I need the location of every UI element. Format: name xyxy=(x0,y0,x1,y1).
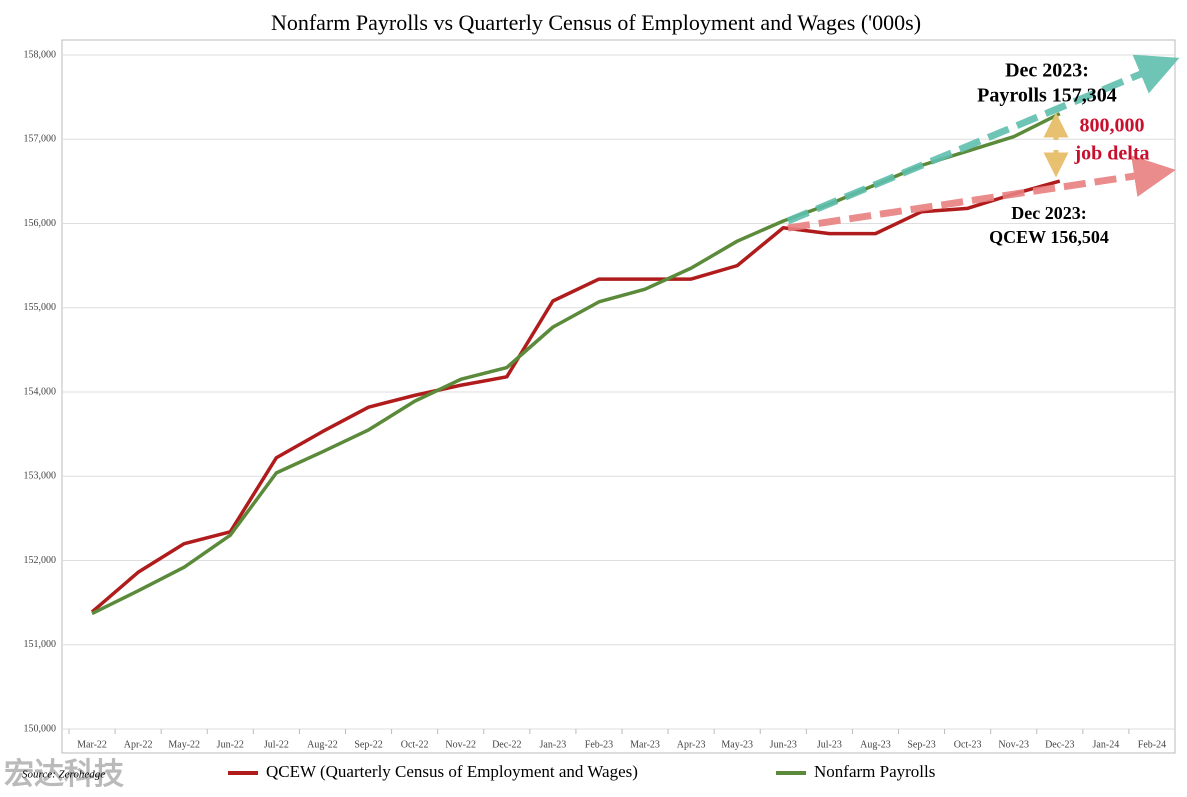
x-tick-label: Feb-24 xyxy=(1138,739,1166,750)
y-tick-label: 156,000 xyxy=(24,218,57,229)
y-tick-label: 155,000 xyxy=(24,302,57,313)
series-line xyxy=(91,112,1061,616)
y-tick-label: 153,000 xyxy=(24,471,57,482)
x-tick-label: Sep-22 xyxy=(354,739,382,750)
x-tick-label: Mar-22 xyxy=(77,739,107,750)
annotation: Dec 2023: xyxy=(1005,60,1089,82)
x-tick-label: Dec-22 xyxy=(492,739,521,750)
x-tick-label: Aug-23 xyxy=(860,739,891,750)
qcew-trend-arrow xyxy=(787,155,1176,232)
y-tick-label: 157,000 xyxy=(24,134,57,145)
x-tick-label: Jul-23 xyxy=(817,739,842,750)
annotation: Payrolls 157,304 xyxy=(977,85,1117,107)
x-tick-label: Feb-23 xyxy=(585,739,613,750)
x-tick-label: Mar-23 xyxy=(630,739,660,750)
y-tick-label: 151,000 xyxy=(24,639,57,650)
x-tick-label: Jun-22 xyxy=(217,739,244,750)
series-line xyxy=(90,179,1061,614)
y-tick-label: 150,000 xyxy=(24,723,57,734)
x-tick-label: Aug-22 xyxy=(307,739,338,750)
x-tick-label: Apr-23 xyxy=(677,739,706,750)
plot-frame xyxy=(61,39,1176,754)
chart-title: Nonfarm Payrolls vs Quarterly Census of … xyxy=(271,10,921,35)
y-tick-label: 152,000 xyxy=(24,555,57,566)
x-tick-label: Jun-23 xyxy=(770,739,797,750)
x-tick-label: Apr-22 xyxy=(124,739,153,750)
payrolls-trend-arrow xyxy=(786,54,1180,225)
y-tick-label: 158,000 xyxy=(24,49,57,60)
x-tick-label: Jul-22 xyxy=(264,739,289,750)
x-tick-label: Oct-23 xyxy=(954,739,982,750)
annotation: 800,000 xyxy=(1080,115,1145,137)
x-tick-label: Dec-23 xyxy=(1045,739,1074,750)
watermark: 宏达科技 xyxy=(4,757,124,791)
x-tick-label: Jan-24 xyxy=(1093,739,1120,750)
y-tick-label: 154,000 xyxy=(24,386,57,397)
legend-label: QCEW (Quarterly Census of Employment and… xyxy=(266,762,638,781)
x-tick-label: May-23 xyxy=(721,739,753,750)
annotation: job delta xyxy=(1074,143,1150,165)
x-tick-label: Sep-23 xyxy=(907,739,935,750)
x-tick-label: May-22 xyxy=(168,739,200,750)
x-tick-label: Oct-22 xyxy=(401,739,429,750)
x-tick-label: Jan-23 xyxy=(540,739,567,750)
annotation: QCEW 156,504 xyxy=(989,227,1109,247)
source: Source: Zerohedge xyxy=(22,769,105,781)
x-tick-label: Nov-23 xyxy=(998,739,1029,750)
legend-label: Nonfarm Payrolls xyxy=(814,762,935,781)
annotation: Dec 2023: xyxy=(1011,203,1086,223)
x-tick-label: Nov-22 xyxy=(445,739,476,750)
